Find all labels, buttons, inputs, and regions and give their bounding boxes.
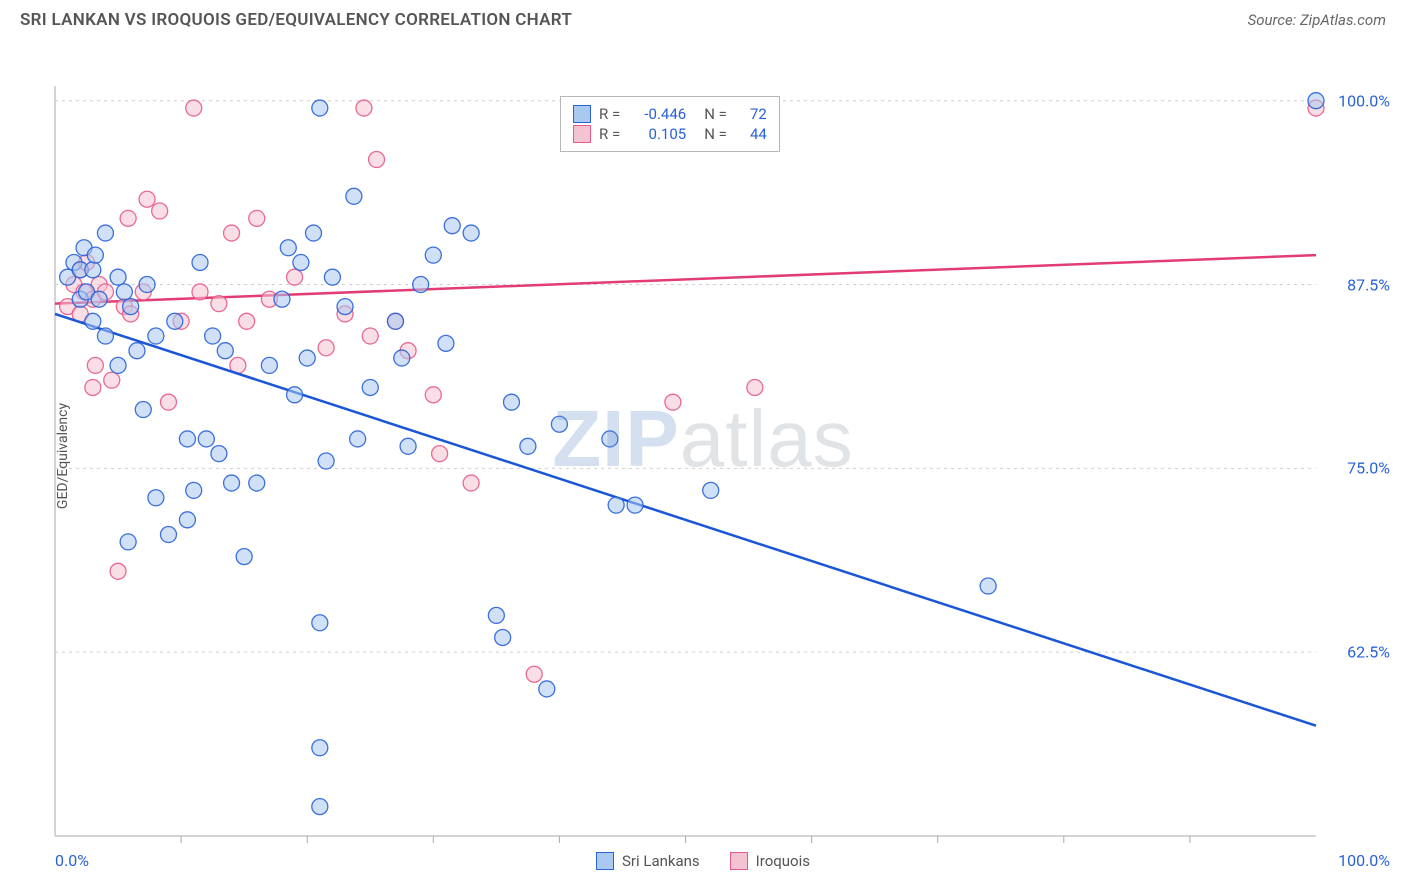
- series-legend: Sri Lankans Iroquois: [596, 852, 810, 870]
- y-axis-label: GED/Equivalency: [55, 403, 71, 509]
- y-tick-label: 87.5%: [1347, 275, 1390, 294]
- y-tick-label: 62.5%: [1347, 643, 1390, 662]
- r-label: R =: [599, 105, 620, 123]
- n-value: 44: [737, 125, 767, 143]
- stats-swatch: [573, 125, 591, 143]
- legend-item-srilankans: Sri Lankans: [596, 852, 700, 870]
- y-tick-label: 100.0%: [1338, 91, 1390, 110]
- correlation-stats-box: R = -0.446 N = 72 R = 0.105 N = 44: [560, 96, 780, 152]
- n-label: N =: [704, 105, 727, 123]
- legend-label-1: Sri Lankans: [622, 852, 700, 870]
- stats-row: R = -0.446 N = 72: [573, 105, 767, 123]
- x-axis-min-label: 0.0%: [55, 851, 89, 870]
- legend-item-iroquois: Iroquois: [730, 852, 810, 870]
- x-axis-max-label: 100.0%: [1338, 851, 1390, 870]
- r-label: R =: [599, 125, 620, 143]
- n-value: 72: [737, 105, 767, 123]
- stats-row: R = 0.105 N = 44: [573, 125, 767, 143]
- legend-swatch-pink: [730, 852, 748, 870]
- legend-swatch-blue: [596, 852, 614, 870]
- r-value: -0.446: [630, 105, 686, 123]
- stats-swatch: [573, 105, 591, 123]
- y-tick-label: 75.0%: [1347, 459, 1390, 478]
- chart-title: SRI LANKAN VS IROQUOIS GED/EQUIVALENCY C…: [20, 10, 572, 30]
- r-value: 0.105: [630, 125, 686, 143]
- chart-container: GED/Equivalency ZIPatlas R =-0.446N =72R…: [0, 36, 1406, 876]
- source-label: Source: ZipAtlas.com: [1248, 11, 1386, 29]
- legend-label-2: Iroquois: [756, 852, 810, 870]
- scatter-chart-svg: [0, 36, 1406, 876]
- n-label: N =: [704, 125, 727, 143]
